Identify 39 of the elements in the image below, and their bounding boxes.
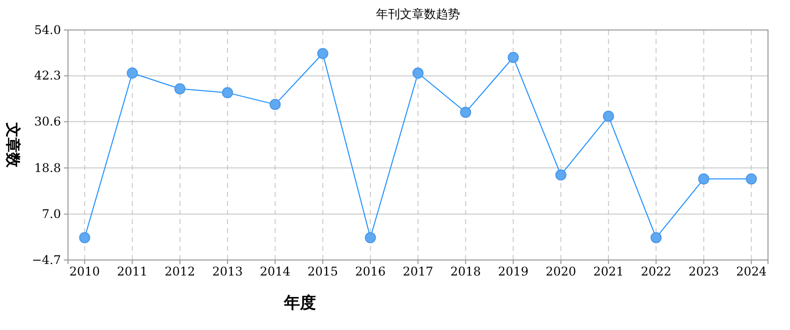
point (602, 110, 614, 122)
y-tick-label: 7.0 (42, 206, 61, 221)
x-tick-label: 2010 (69, 264, 100, 279)
y-tick-label: 54.0 (34, 22, 61, 37)
point (317, 48, 328, 60)
x-tick-label: 2015 (307, 264, 338, 279)
y-tick-label: 18.8 (34, 160, 61, 175)
x-tick-label: 2020 (546, 264, 576, 279)
point (222, 87, 234, 98)
x-tick-label: 2021 (593, 264, 624, 279)
x-tick-label: 2023 (688, 264, 719, 279)
y-tick-label: 30.6 (34, 114, 61, 129)
y-tick-label: 42.3 (34, 68, 61, 83)
x-tick-label: 2013 (212, 264, 243, 279)
x-tick-label: 2019 (498, 264, 529, 279)
point (508, 52, 519, 63)
y-axis-title: 文章数 (4, 122, 22, 168)
point (364, 232, 376, 244)
point (746, 173, 757, 184)
point (412, 68, 424, 79)
x-tick-label: 2018 (450, 264, 481, 279)
x-tick-label: 2012 (164, 264, 196, 279)
point (126, 68, 138, 79)
point (174, 83, 186, 94)
x-tick-label: 2011 (117, 264, 148, 279)
x-tick-label: 2024 (736, 264, 767, 279)
x-tick-label: 2017 (402, 264, 434, 279)
x-tick-label: 2022 (640, 264, 672, 279)
point (270, 98, 281, 110)
x-tick-label: 2016 (355, 264, 386, 279)
x-axis-title: 年度 (283, 293, 316, 312)
point (555, 169, 566, 181)
y-tick-label: −4.7 (32, 252, 61, 267)
point (79, 232, 90, 244)
point (460, 106, 472, 118)
point (650, 232, 662, 244)
point (698, 173, 710, 184)
chart-title: 年刊文章数趋势 (376, 7, 460, 21)
x-tick-label: 2014 (260, 264, 291, 279)
